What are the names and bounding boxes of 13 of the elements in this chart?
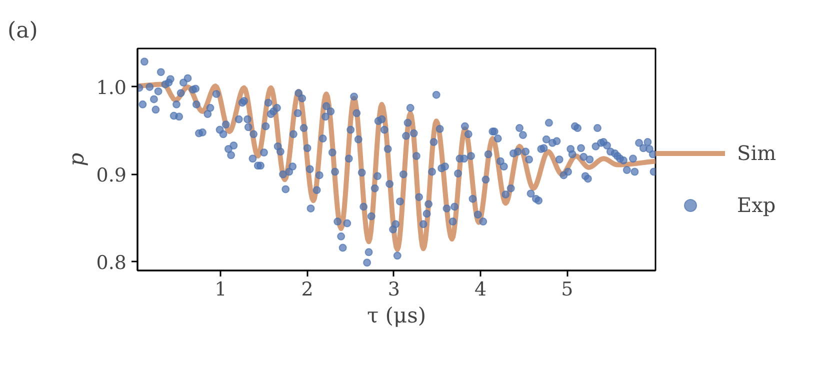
y-tick-label: 0.9 xyxy=(96,164,126,186)
x-tick-label: 5 xyxy=(561,278,574,300)
x-tick-label: 3 xyxy=(388,278,400,300)
y-tick-label: 1.0 xyxy=(96,76,126,99)
x-tick-label: 1 xyxy=(214,278,227,300)
chart-title: (a) xyxy=(8,18,38,44)
legend-label: Exp xyxy=(737,193,776,217)
x-tick-label: 4 xyxy=(474,278,487,300)
x-tick-label: 2 xyxy=(301,278,314,300)
y-axis-title: p xyxy=(64,152,88,166)
y-tick-label: 0.8 xyxy=(96,252,126,274)
legend-label: Sim xyxy=(737,141,776,165)
x-axis-title: τ (μs) xyxy=(366,304,426,328)
